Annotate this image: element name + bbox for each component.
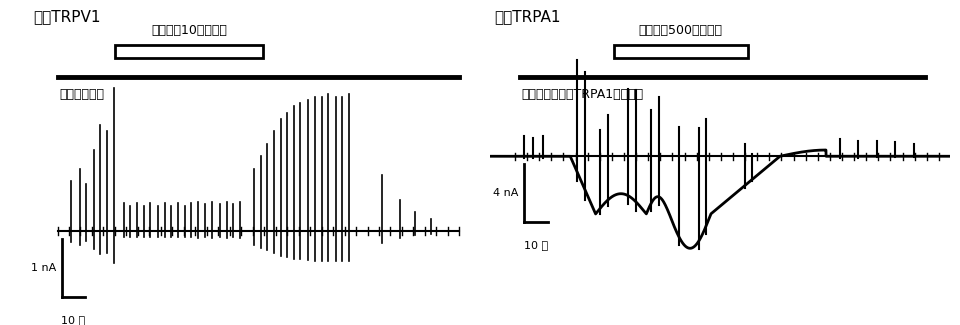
Text: 蚊唾液（500倍希釈）: 蚊唾液（500倍希釈） <box>638 24 723 37</box>
Text: 10 秒: 10 秒 <box>61 315 85 325</box>
Text: 蚊唾液（10倍希釈）: 蚊唾液（10倍希釈） <box>151 24 227 37</box>
Text: ヒトTRPV1: ヒトTRPV1 <box>34 10 101 25</box>
Text: ヒトTRPA1: ヒトTRPA1 <box>494 10 561 25</box>
Bar <box>115 45 263 58</box>
Text: 10 秒: 10 秒 <box>524 240 548 251</box>
Text: 4 nA: 4 nA <box>493 188 518 198</box>
Text: カプサイシン: カプサイシン <box>60 88 105 101</box>
Text: シトロネラル（TRPA1刺激剤）: シトロネラル（TRPA1刺激剤） <box>522 88 644 101</box>
Text: 1 nA: 1 nA <box>32 263 57 273</box>
Bar <box>614 45 748 58</box>
